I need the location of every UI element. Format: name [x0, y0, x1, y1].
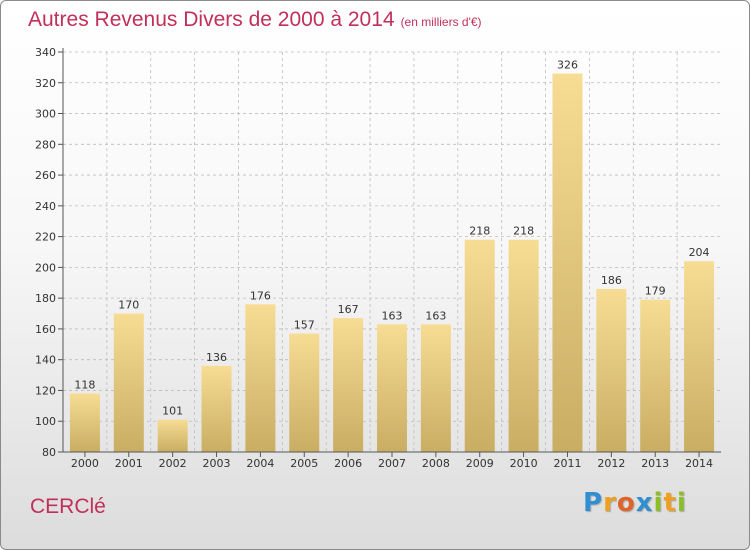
x-tick-label: 2007: [378, 457, 406, 470]
data-label: 118: [74, 379, 95, 392]
x-tick-label: 2010: [510, 457, 538, 470]
bar: [69, 393, 100, 452]
x-tick-label: 2005: [290, 457, 318, 470]
data-label: 157: [294, 319, 315, 332]
x-tick-label: 2008: [422, 457, 450, 470]
bar: [333, 318, 364, 452]
data-label: 186: [601, 274, 622, 287]
data-label: 170: [118, 299, 139, 312]
data-label: 136: [206, 351, 227, 364]
y-tick-label: 100: [35, 415, 56, 428]
bar: [552, 73, 583, 453]
data-label: 176: [250, 289, 271, 302]
x-tick-label: 2002: [159, 457, 187, 470]
logo-letter: i: [653, 488, 664, 518]
x-tick-label: 2001: [115, 457, 143, 470]
x-tick-label: 2006: [334, 457, 362, 470]
y-tick-label: 220: [35, 231, 56, 244]
y-tick-label: 300: [35, 108, 56, 121]
data-label: 179: [645, 285, 666, 298]
data-label: 218: [469, 225, 490, 238]
x-tick-label: 2014: [685, 457, 713, 470]
logo-letter: i: [676, 488, 687, 518]
y-tick-label: 340: [35, 46, 56, 59]
chart-title: Autres Revenus Divers de 2000 à 2014 (en …: [28, 8, 482, 32]
x-tick-label: 2009: [466, 457, 494, 470]
y-tick-label: 320: [35, 77, 56, 90]
logo-letter: t: [663, 488, 677, 518]
bar: [640, 299, 671, 452]
bar: [684, 261, 715, 452]
x-tick-label: 2011: [553, 457, 581, 470]
data-label: 218: [513, 225, 534, 238]
y-tick-label: 180: [35, 292, 56, 305]
data-label: 167: [338, 303, 359, 316]
logo-letter: r: [603, 488, 617, 518]
y-tick-label: 80: [42, 446, 56, 459]
x-tick-label: 2003: [203, 457, 231, 470]
x-tick-label: 2013: [641, 457, 669, 470]
axes: 80 100 120 140 160 180 200 220 240 260 280 300 320 34…: [35, 46, 721, 470]
logo-letter: o: [616, 488, 636, 518]
y-tick-label: 280: [35, 138, 56, 151]
proxiti-logo: Proxiti: [583, 488, 687, 518]
bar: [289, 333, 320, 452]
bar: [113, 313, 144, 452]
x-tick-label: 2012: [597, 457, 625, 470]
y-tick-label: 200: [35, 261, 56, 274]
data-label: 101: [162, 405, 183, 418]
y-tick-label: 160: [35, 323, 56, 336]
bar: [201, 365, 232, 452]
y-tick-label: 260: [35, 169, 56, 182]
y-tick-label: 240: [35, 200, 56, 213]
y-tick-label: 120: [35, 384, 56, 397]
data-label: 326: [557, 59, 578, 72]
logo-letter: P: [583, 488, 604, 518]
data-label: 163: [382, 309, 403, 322]
location-name: CERClé: [30, 495, 106, 518]
bar: [596, 288, 627, 452]
bar: [245, 304, 276, 452]
data-label: 163: [425, 309, 446, 322]
bar: [420, 324, 451, 452]
bar: [508, 239, 539, 452]
logo-letter: x: [635, 488, 654, 518]
bar: [377, 324, 407, 452]
bar: [464, 239, 495, 452]
bar: [157, 419, 188, 452]
x-tick-label: 2000: [71, 457, 99, 470]
bars: [69, 73, 715, 453]
data-labels: 118 170 101 136 176 157 167 163 163 218 218 326 186 1…: [74, 59, 709, 418]
x-tick-label: 2004: [246, 457, 274, 470]
chart-title-main: Autres Revenus Divers de 2000 à 2014: [28, 8, 395, 31]
y-tick-label: 140: [35, 354, 56, 367]
data-label: 204: [689, 246, 710, 259]
chart-subtitle: (en milliers d'€): [400, 15, 482, 29]
